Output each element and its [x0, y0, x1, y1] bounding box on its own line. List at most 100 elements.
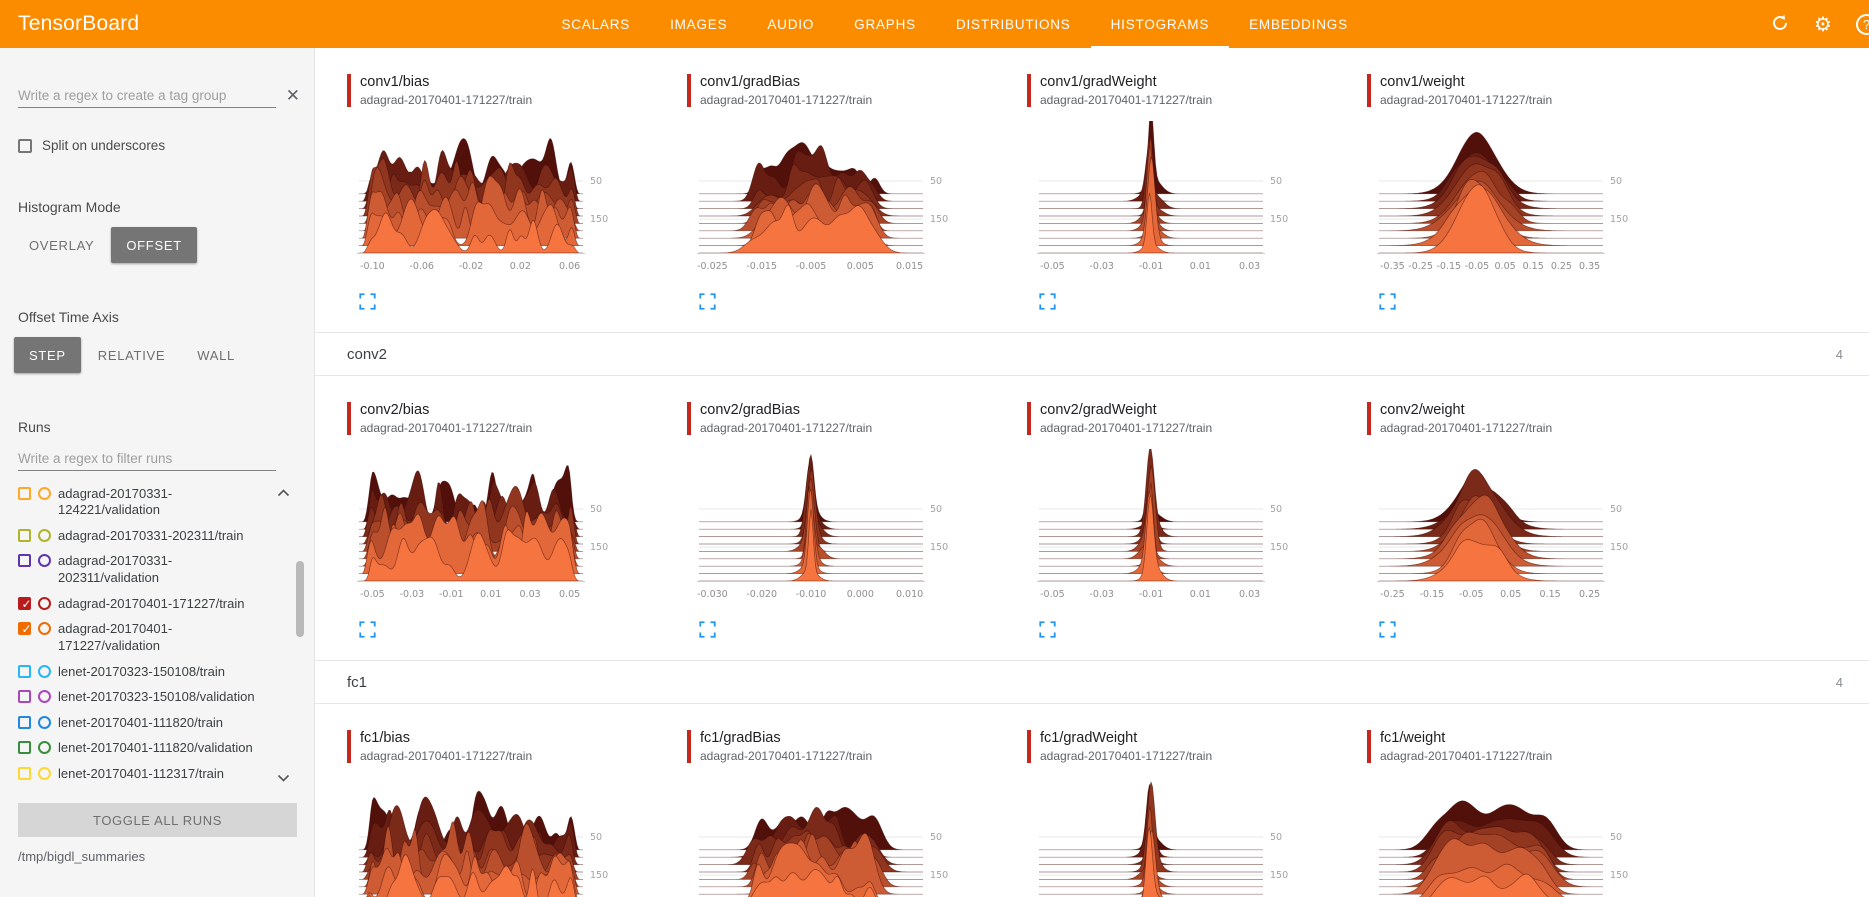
split-underscores-label: Split on underscores: [42, 138, 166, 153]
section-name: conv2: [347, 345, 388, 363]
svg-text:0.02: 0.02: [510, 261, 531, 272]
run-radio[interactable]: [38, 554, 51, 568]
run-list-item[interactable]: lenet-20170323-150108/train: [18, 659, 270, 685]
offset-time-axis-step-button[interactable]: STEP: [14, 337, 81, 373]
run-radio[interactable]: [38, 741, 51, 755]
histogram-mode-offset-button[interactable]: OFFSET: [111, 227, 197, 263]
histogram-chart[interactable]: 50 150 -0.05 -0.03 -0.01 0.01 0.03 0.05: [351, 449, 623, 615]
svg-text:0.25: 0.25: [1579, 589, 1600, 600]
svg-text:-0.01: -0.01: [1139, 261, 1164, 272]
svg-text:-0.35: -0.35: [1380, 261, 1405, 272]
runs-filter-input[interactable]: [18, 447, 276, 471]
run-list-item[interactable]: adagrad-20170331-202311/train: [18, 523, 270, 549]
tab-distributions[interactable]: DISTRIBUTIONS: [936, 0, 1091, 48]
svg-text:-0.05: -0.05: [360, 589, 385, 600]
expand-icon[interactable]: [1379, 621, 1396, 638]
histogram-chart[interactable]: 50 150 -0.10 -0.06 -0.02 0.02 0.06: [351, 121, 623, 287]
histogram-chart[interactable]: 50 150 -0.05 -0.03 -0.01 0.01 0.03: [1031, 449, 1303, 615]
expand-icon[interactable]: [699, 621, 716, 638]
histogram-mode-overlay-button[interactable]: OVERLAY: [14, 227, 109, 263]
run-checkbox[interactable]: [18, 690, 31, 704]
svg-text:150: 150: [590, 870, 608, 881]
scroll-up-icon[interactable]: [277, 484, 290, 502]
settings-gear-icon[interactable]: ⚙: [1814, 12, 1832, 36]
run-radio[interactable]: [38, 486, 51, 500]
card-run-name: adagrad-20170401-171227/train: [360, 749, 533, 763]
card-header: conv1/gradWeight adagrad-20170401-171227…: [1027, 74, 1367, 107]
run-checkbox[interactable]: [18, 741, 31, 755]
run-list-items: adagrad-20170331-124221/validation adagr…: [18, 481, 306, 787]
tab-scalars[interactable]: SCALARS: [541, 0, 650, 48]
tab-histograms[interactable]: HISTOGRAMS: [1091, 0, 1230, 48]
svg-text:50: 50: [1610, 832, 1622, 843]
histogram-chart[interactable]: 50 150: [351, 777, 623, 897]
run-list-item[interactable]: ✓ adagrad-20170401-171227/train: [18, 591, 270, 617]
card-title: fc1/weight: [1380, 730, 1446, 746]
card-title: conv2/gradWeight: [1040, 402, 1157, 418]
split-on-underscores-row[interactable]: Split on underscores: [18, 138, 296, 153]
run-list-item[interactable]: adagrad-20170331-202311/validation: [18, 549, 270, 591]
run-list-scrollbar[interactable]: [296, 561, 304, 637]
expand-icon[interactable]: [1039, 621, 1056, 638]
histogram-chart[interactable]: 50 150 -0.030 -0.020 -0.010 0.000 0.010: [691, 449, 963, 615]
clear-icon[interactable]: ✕: [285, 86, 300, 106]
offset-time-axis-wall-button[interactable]: WALL: [182, 337, 250, 373]
run-radio[interactable]: [38, 528, 51, 542]
run-radio[interactable]: [38, 596, 51, 610]
card-title: conv2/bias: [360, 402, 430, 418]
run-list-item[interactable]: lenet-20170401-112317/train: [18, 762, 270, 788]
toggle-all-runs-button[interactable]: TOGGLE ALL RUNS: [18, 803, 297, 837]
histogram-chart[interactable]: 50 150: [1371, 777, 1643, 897]
tag-section-header[interactable]: fc1 4: [315, 660, 1869, 704]
run-radio[interactable]: [38, 715, 51, 729]
histogram-chart[interactable]: 50 150 -0.05 -0.03 -0.01 0.01 0.03: [1031, 121, 1303, 287]
help-icon[interactable]: ?: [1855, 13, 1869, 35]
tab-graphs[interactable]: GRAPHS: [834, 0, 936, 48]
run-checkbox[interactable]: [18, 486, 31, 500]
histogram-chart[interactable]: 50 150: [691, 777, 963, 897]
expand-icon[interactable]: [699, 293, 716, 310]
svg-text:0.03: 0.03: [520, 589, 541, 600]
run-list-item[interactable]: lenet-20170401-111820/validation: [18, 736, 270, 762]
histogram-chart[interactable]: 50 150 -0.25 -0.15 -0.05 0.05 0.15 0.25: [1371, 449, 1643, 615]
run-radio[interactable]: [38, 664, 51, 678]
run-checkbox[interactable]: [18, 715, 31, 729]
svg-text:50: 50: [1270, 504, 1282, 515]
tag-regex-input[interactable]: [18, 84, 276, 108]
run-list-item[interactable]: lenet-20170323-150108/validation: [18, 685, 270, 711]
run-checkbox[interactable]: ✓: [18, 596, 32, 611]
histogram-card: conv2/bias adagrad-20170401-171227/train…: [347, 402, 687, 638]
expand-icon[interactable]: [359, 293, 376, 310]
tab-embeddings[interactable]: EMBEDDINGS: [1229, 0, 1368, 48]
tag-section-header[interactable]: conv2 4: [315, 332, 1869, 376]
run-list-item[interactable]: ✓ adagrad-20170401-171227/validation: [18, 617, 270, 659]
run-radio[interactable]: [38, 690, 51, 704]
run-checkbox[interactable]: [18, 554, 31, 568]
offset-time-axis-relative-button[interactable]: RELATIVE: [83, 337, 181, 373]
expand-icon[interactable]: [359, 621, 376, 638]
run-checkbox[interactable]: [18, 664, 31, 678]
tab-audio[interactable]: AUDIO: [747, 0, 834, 48]
app-body: ✕ Split on underscores Histogram Mode OV…: [0, 48, 1869, 897]
histogram-chart[interactable]: 50 150 -0.025 -0.015 -0.005 0.005 0.015: [691, 121, 963, 287]
expand-icon[interactable]: [1379, 293, 1396, 310]
run-checkbox[interactable]: ✓: [18, 622, 32, 636]
card-header: conv2/gradWeight adagrad-20170401-171227…: [1027, 402, 1367, 435]
histogram-chart[interactable]: 50 150 -0.35 -0.25 -0.15 -0.05 0.05 0.15 0.25 0.3…: [1371, 121, 1643, 287]
histogram-chart[interactable]: 50 150: [1031, 777, 1303, 897]
run-checkbox[interactable]: [18, 767, 31, 780]
refresh-icon[interactable]: [1770, 13, 1790, 36]
card-title: fc1/gradWeight: [1040, 730, 1138, 746]
run-radio[interactable]: [38, 622, 51, 636]
tab-images[interactable]: IMAGES: [650, 0, 747, 48]
expand-icon[interactable]: [1039, 293, 1056, 310]
app-header: TensorBoard SCALARS IMAGES AUDIO GRAPHS DIST…: [0, 0, 1869, 48]
run-list-item[interactable]: adagrad-20170331-124221/validation: [18, 481, 270, 523]
split-underscores-checkbox[interactable]: [18, 138, 32, 153]
run-radio[interactable]: [38, 767, 51, 780]
scroll-down-icon[interactable]: [277, 769, 290, 787]
svg-text:-0.03: -0.03: [1089, 589, 1114, 600]
run-list-item[interactable]: lenet-20170401-111820/train: [18, 710, 270, 736]
run-checkbox[interactable]: [18, 528, 31, 542]
card-header: fc1/gradWeight adagrad-20170401-171227/t…: [1027, 730, 1367, 763]
